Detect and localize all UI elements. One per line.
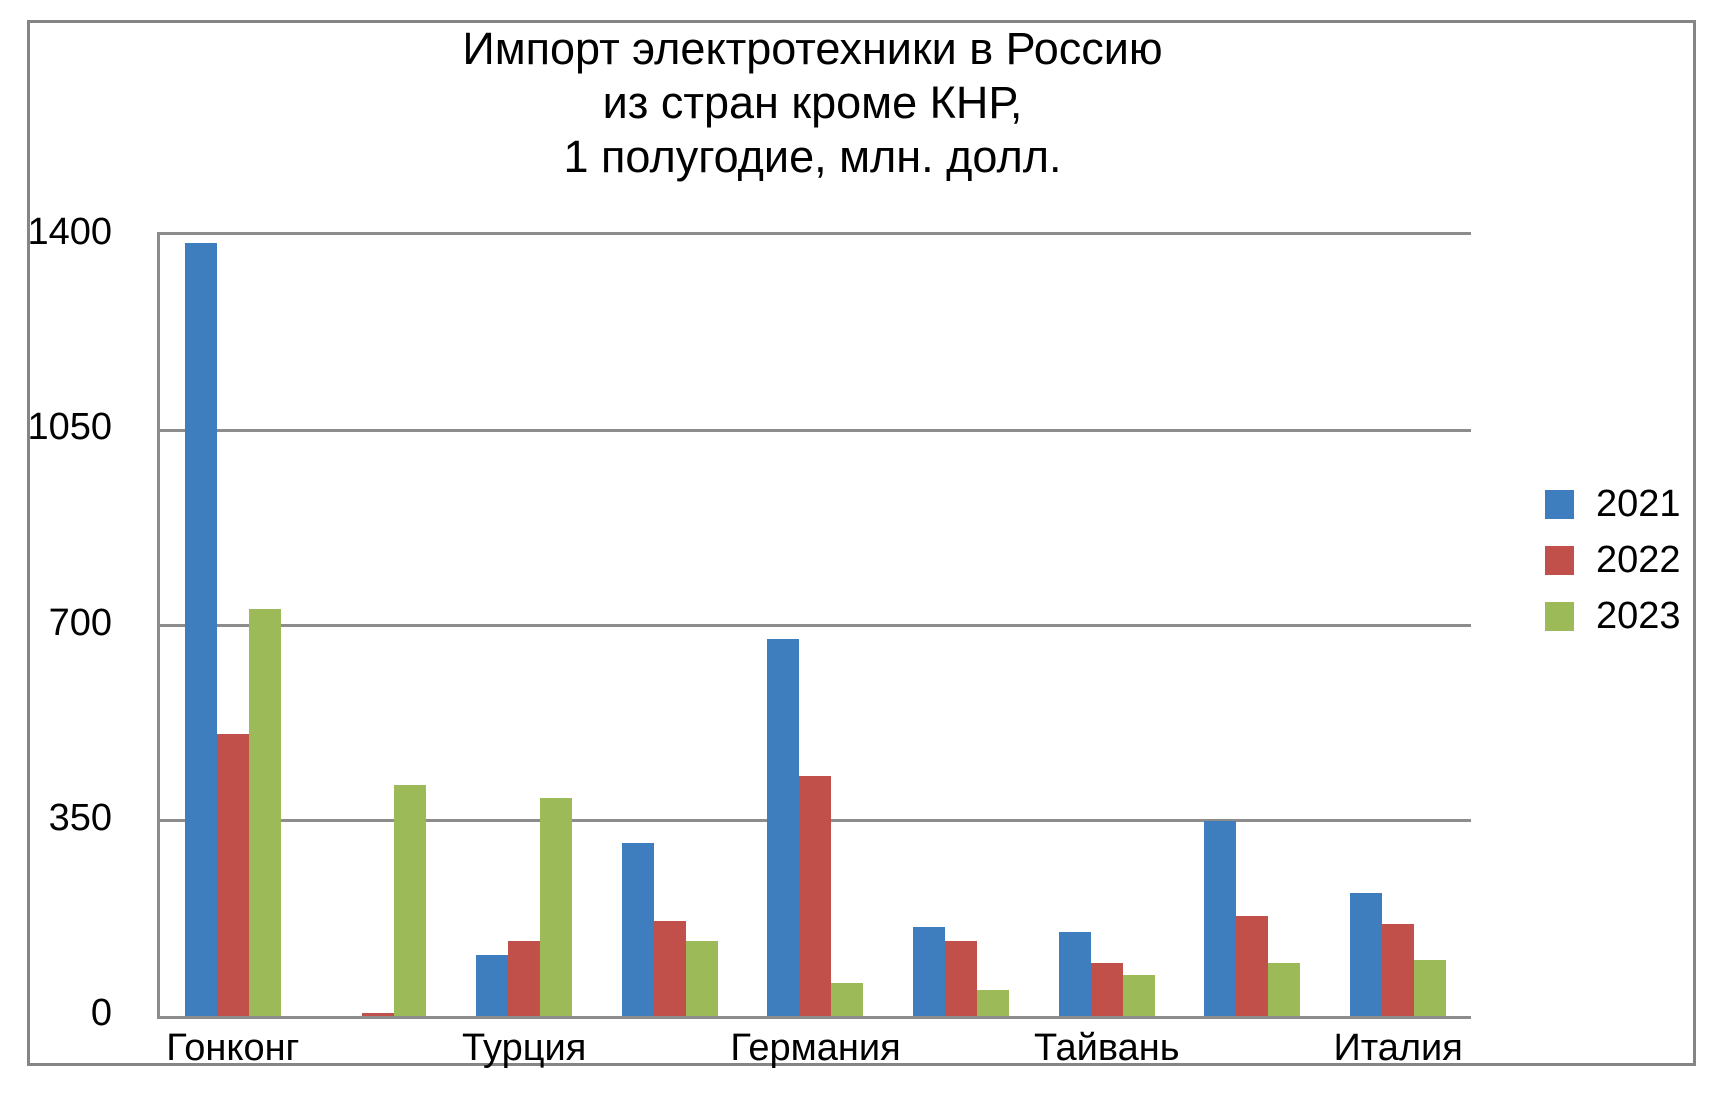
bar-group-2	[306, 235, 452, 1016]
bar-group-7-тайвань	[1034, 235, 1180, 1016]
bar-2022-group-4	[653, 921, 686, 1016]
y-tick-label-0: 0	[90, 992, 112, 1034]
y-tick-label-1050: 1050	[27, 406, 112, 449]
x-tick-label-турция: Турция	[461, 1027, 587, 1069]
bar-2021-group-6	[913, 926, 946, 1016]
x-tick-label-италия: Италия	[1333, 1027, 1463, 1069]
bar-2022-group-9	[1382, 923, 1415, 1016]
bar-2022-group-8	[1236, 915, 1269, 1016]
bar-2021-group-7	[1058, 932, 1091, 1016]
bar-group-8	[1180, 235, 1326, 1016]
plot-area	[157, 232, 1471, 1019]
bar-group-1-гонконг	[160, 235, 306, 1016]
figure-border	[27, 20, 1696, 1066]
gridline-1050	[160, 428, 1471, 432]
bar-2022-group-1	[216, 734, 249, 1016]
bar-group-5-германия	[743, 235, 889, 1016]
bar-group-4	[597, 235, 743, 1016]
bar-2023-group-3	[540, 798, 573, 1016]
x-tick-label-тайвань: Тайвань	[1034, 1027, 1180, 1069]
x-tick-label-германия: Германия	[730, 1027, 901, 1069]
bar-2023-group-5	[831, 982, 864, 1016]
bar-2022-group-2	[362, 1013, 395, 1016]
bar-2023-group-1	[248, 608, 281, 1016]
bar-2023-group-8	[1268, 963, 1301, 1016]
chart-title-line-3: 1 полугодие, млн. долл.	[563, 131, 1062, 182]
chart-title: Импорт электротехники в Россию из стран …	[157, 22, 1468, 184]
bar-2022-group-5	[799, 776, 832, 1016]
bar-2021-group-3	[476, 954, 509, 1016]
legend-swatch-2023	[1545, 601, 1574, 631]
bar-group-3-турция	[451, 235, 597, 1016]
bar-2021-group-8	[1204, 820, 1237, 1016]
bar-2022-group-7	[1090, 963, 1123, 1016]
legend-label-2021: 2021	[1596, 483, 1681, 525]
bar-2023-group-6	[977, 989, 1010, 1016]
legend-label-2022: 2022	[1596, 539, 1681, 581]
chart-title-line-1: Импорт электротехники в Россию	[462, 23, 1163, 74]
y-tick-label-700: 700	[48, 601, 112, 644]
legend-item-2021: 2021	[1545, 484, 1681, 524]
legend-swatch-2022	[1545, 545, 1574, 575]
legend-label-2023: 2023	[1596, 595, 1681, 637]
y-tick-label-1400: 1400	[27, 211, 112, 253]
gridline-700	[160, 624, 1471, 627]
legend-item-2022: 2022	[1545, 540, 1681, 580]
bar-2021-group-9	[1350, 893, 1383, 1016]
bar-2023-group-9	[1414, 960, 1447, 1016]
legend: 2021 2022 2023	[1545, 484, 1681, 652]
chart-title-line-2: из стран кроме КНР,	[602, 77, 1023, 128]
legend-item-2023: 2023	[1545, 596, 1681, 636]
x-tick-label-гонконг: Гонконг	[166, 1027, 300, 1069]
bar-2023-group-2	[394, 784, 427, 1016]
bar-2022-group-6	[945, 940, 978, 1016]
bar-2023-group-7	[1122, 975, 1155, 1016]
y-tick-label-350: 350	[48, 796, 112, 839]
bar-2021-group-5	[767, 639, 800, 1016]
bar-group-9-италия	[1325, 235, 1471, 1016]
bar-group-6	[888, 235, 1034, 1016]
bar-2022-group-3	[508, 940, 541, 1016]
legend-swatch-2021	[1545, 489, 1574, 519]
bar-2021-group-1	[184, 243, 217, 1016]
bar-2023-group-4	[685, 940, 718, 1016]
bar-2021-group-4	[621, 843, 654, 1016]
